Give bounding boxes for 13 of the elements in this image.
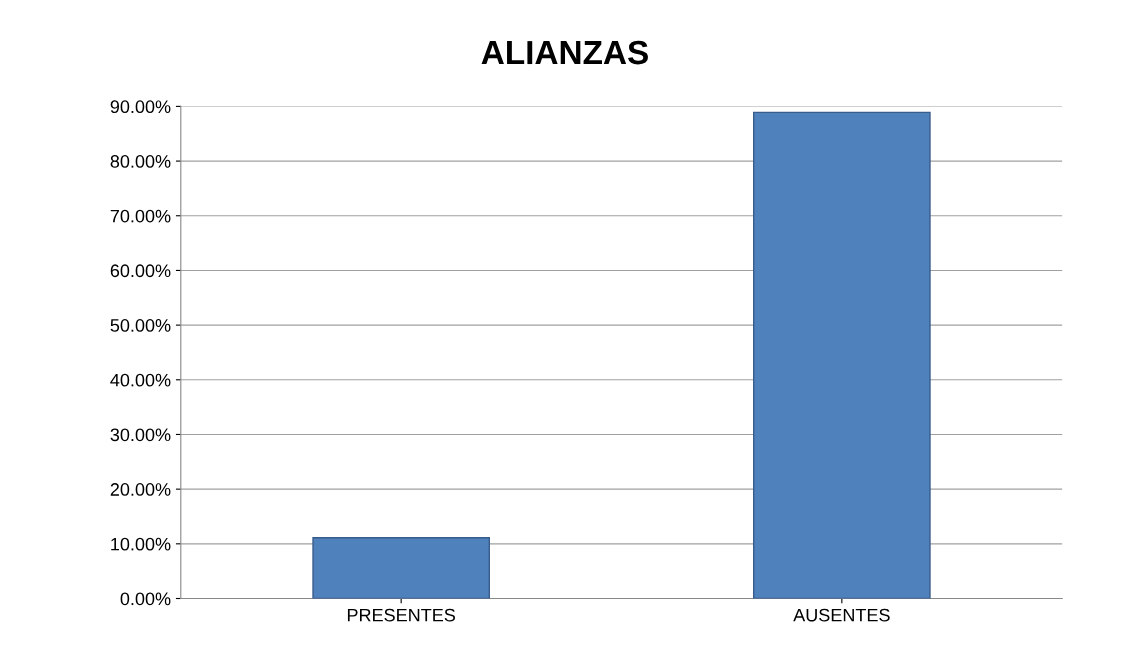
y-tick-label: 20.00% bbox=[110, 483, 171, 496]
y-tick-label: 10.00% bbox=[111, 537, 171, 551]
x-tick-label: AUSENTES bbox=[793, 608, 890, 622]
y-tick-label: 90.00% bbox=[110, 100, 171, 114]
y-tick-label: 50.00% bbox=[110, 319, 171, 332]
chart-title: ALIANZAS bbox=[481, 40, 648, 65]
x-tick-label: PRESENTES bbox=[347, 608, 455, 622]
y-tick-label: 40.00% bbox=[110, 373, 171, 387]
y-tick-label: 70.00% bbox=[110, 209, 171, 223]
y-tick-label: 60.00% bbox=[110, 264, 171, 278]
y-tick-label: 80.00% bbox=[110, 155, 171, 168]
y-tick-label: 30.00% bbox=[110, 428, 171, 442]
y-tick-label: 0.00% bbox=[120, 592, 171, 606]
